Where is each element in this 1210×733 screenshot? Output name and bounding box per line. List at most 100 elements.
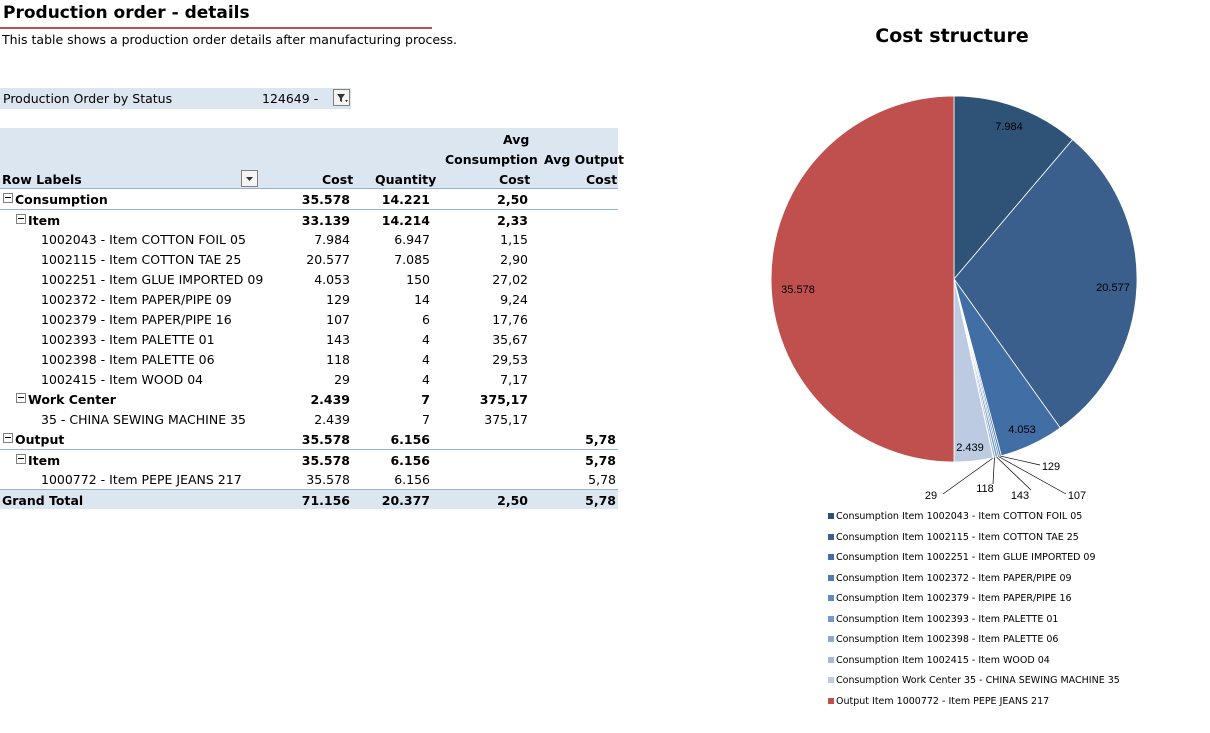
data-label: 129 — [1042, 461, 1060, 473]
header-avg-consumption-1: Avg — [503, 132, 530, 147]
header-avg-output-1: Avg Output — [544, 152, 624, 167]
header-row-labels: Row Labels — [2, 172, 82, 187]
avg-consumption-value: 35,67 — [492, 332, 528, 347]
pivot-table: Consumption 35.578 14.221 2,50 Item 33.1… — [0, 189, 618, 509]
avg-output-value: 5,78 — [585, 493, 616, 508]
legend-swatch — [828, 636, 834, 642]
pivot-row-detail: 1000772 - Item PEPE JEANS 217 35.578 6.1… — [0, 469, 618, 489]
legend-label: Consumption Item 1002043 - Item COTTON F… — [836, 511, 1083, 522]
cost-value: 71.156 — [301, 493, 350, 508]
dropdown-arrow-icon — [246, 177, 253, 181]
data-label: 4.053 — [1008, 424, 1036, 436]
data-label: 143 — [1011, 490, 1029, 502]
pie-slice — [953, 139, 1138, 429]
cost-value: 107 — [326, 312, 350, 327]
avg-consumption-value: 9,24 — [500, 292, 528, 307]
header-cost: Cost — [322, 172, 354, 187]
header-avg-output-2: Cost — [586, 172, 618, 187]
quantity-value: 6.156 — [394, 472, 430, 487]
report-filter: Production Order by Status 124649 - — [0, 88, 351, 109]
legend-label: Consumption Item 1002415 - Item WOOD 04 — [836, 654, 1050, 666]
legend-swatch — [828, 656, 834, 663]
header-avg-consumption-2: Consumption — [445, 152, 538, 167]
data-label: 7.984 — [995, 121, 1023, 133]
header-quantity: Quantity — [375, 172, 437, 187]
pie-slice — [953, 95, 1074, 281]
pivot-row-detail: 1002398 - Item PALETTE 06 118 4 29,53 — [0, 349, 618, 369]
legend-label: Consumption Item 1002398 - Item PALETTE … — [836, 634, 1059, 645]
pivot-row-consumption: Consumption 35.578 14.221 2,50 — [0, 189, 618, 209]
filter-value: 124649 - — [262, 91, 319, 106]
pivot-header: Avg Consumption Cost Avg Output Cost Row… — [0, 128, 624, 189]
collapse-icon[interactable] — [16, 214, 26, 224]
quantity-value: 20.377 — [381, 493, 430, 508]
quantity-value: 14.214 — [381, 213, 430, 228]
title-bar: Production order - details — [0, 0, 432, 29]
row-label: 1002379 - Item PAPER/PIPE 16 — [41, 312, 232, 327]
legend-item: Consumption Item 1002393 - Item PALETTE … — [828, 614, 1120, 635]
avg-consumption-value: 17,76 — [492, 312, 528, 327]
collapse-icon[interactable] — [16, 454, 26, 464]
legend-label: Consumption Work Center 35 - CHINA SEWIN… — [836, 675, 1120, 686]
leader-line — [998, 456, 1067, 495]
cost-value: 118 — [326, 352, 350, 367]
quantity-value: 6.156 — [390, 453, 430, 468]
legend-label: Consumption Item 1002115 - Item COTTON T… — [836, 531, 1079, 543]
pivot-row-grand-total: Grand Total 71.156 20.377 2,50 5,78 — [0, 489, 618, 509]
filter-dropdown-button[interactable] — [333, 89, 350, 106]
cost-value: 4.053 — [314, 272, 350, 287]
cost-value: 33.139 — [301, 213, 350, 228]
quantity-value: 7 — [422, 412, 430, 427]
pivot-row-output: Output 35.578 6.156 5,78 — [0, 429, 618, 449]
quantity-value: 6.156 — [390, 432, 430, 447]
avg-consumption-value: 375,17 — [484, 412, 528, 427]
row-label: 1002398 - Item PALETTE 06 — [41, 352, 215, 367]
row-label: Item — [28, 453, 61, 468]
quantity-value: 14 — [414, 292, 430, 307]
quantity-value: 6 — [422, 312, 430, 327]
legend-swatch — [828, 513, 834, 519]
pivot-row-item: Item 35.578 6.156 5,78 — [0, 449, 618, 469]
cost-value: 35.578 — [301, 432, 350, 447]
pivot-row-detail: 1002372 - Item PAPER/PIPE 09 129 14 9,24 — [0, 289, 618, 309]
row-label: Output — [15, 432, 65, 447]
avg-consumption-value: 29,53 — [492, 352, 528, 367]
chart-legend: Consumption Item 1002043 - Item COTTON F… — [828, 511, 1120, 716]
avg-output-value: 5,78 — [585, 432, 616, 447]
avg-consumption-value: 2,90 — [500, 252, 528, 267]
avg-consumption-value: 27,02 — [492, 272, 528, 287]
cost-value: 143 — [326, 332, 350, 347]
collapse-icon[interactable] — [3, 433, 13, 443]
legend-swatch — [828, 677, 834, 683]
collapse-icon[interactable] — [16, 393, 26, 403]
quantity-value: 7 — [421, 392, 430, 407]
legend-label: Output Item 1000772 - Item PEPE JEANS 21… — [836, 695, 1050, 707]
quantity-value: 6.947 — [394, 232, 430, 247]
avg-output-value: 5,78 — [588, 472, 616, 487]
pivot-row-detail: 1002379 - Item PAPER/PIPE 16 107 6 17,76 — [0, 309, 618, 329]
row-label: Grand Total — [2, 493, 84, 508]
legend-swatch — [828, 533, 834, 540]
collapse-icon[interactable] — [3, 193, 13, 203]
leader-line — [942, 457, 994, 495]
filter-label: Production Order by Status — [3, 91, 173, 106]
cost-value: 35.578 — [301, 453, 350, 468]
legend-item: Consumption Item 1002379 - Item PAPER/PI… — [828, 593, 1120, 614]
leader-line — [1000, 455, 1041, 466]
pie-slice — [770, 95, 955, 463]
row-label: 1002393 - Item PALETTE 01 — [41, 332, 215, 347]
legend-item: Consumption Item 1002415 - Item WOOD 04 — [828, 655, 1120, 676]
avg-consumption-value: 2,33 — [497, 213, 528, 228]
legend-item: Consumption Item 1002398 - Item PALETTE … — [828, 634, 1120, 655]
filter-funnel-icon — [337, 94, 348, 102]
legend-item: Consumption Work Center 35 - CHINA SEWIN… — [828, 675, 1120, 696]
row-labels-filter-button[interactable] — [241, 170, 258, 187]
data-label: 35.578 — [781, 284, 815, 296]
legend-swatch — [828, 697, 834, 704]
row-label: 1002043 - Item COTTON FOIL 05 — [41, 232, 246, 247]
legend-label: Consumption Item 1002251 - Item GLUE IMP… — [836, 552, 1096, 563]
data-label: 20.577 — [1096, 282, 1130, 294]
pivot-row-detail: 1002115 - Item COTTON TAE 25 20.577 7.08… — [0, 249, 618, 269]
legend-item: Output Item 1000772 - Item PEPE JEANS 21… — [828, 696, 1120, 717]
